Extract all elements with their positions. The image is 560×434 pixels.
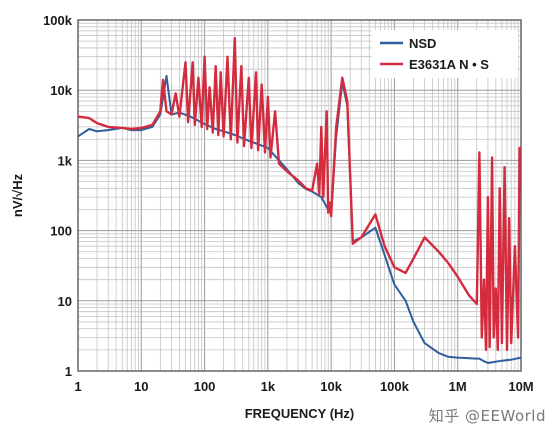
x-tick-label: 10M: [508, 379, 533, 394]
x-tick-label: 100k: [380, 379, 410, 394]
grid: [77, 20, 521, 372]
watermark: 知乎 @EEWorld: [428, 407, 546, 425]
legend-background: [372, 30, 518, 78]
y-tick-label: 10k: [50, 83, 72, 98]
x-axis-ticks: 1 10 100 1k 10k 100k 1M 10M: [74, 379, 533, 394]
legend-label-e3631a: E3631A N • S: [409, 57, 489, 72]
series-line-e3631a: [77, 37, 521, 352]
x-axis-label: FREQUENCY (Hz): [245, 406, 355, 421]
legend: NSD E3631A N • S: [372, 30, 518, 78]
y-tick-label: 100: [50, 224, 72, 239]
y-axis-ticks: 1 10 100 1k 10k 100k: [43, 13, 73, 379]
plot-area-border: [77, 19, 522, 372]
y-axis-label: nV/√Hz: [10, 173, 25, 217]
x-tick-label: 1: [74, 379, 81, 394]
x-tick-label: 10: [134, 379, 148, 394]
y-tick-label: 100k: [43, 13, 73, 28]
y-tick-label: 10: [58, 294, 72, 309]
x-tick-label: 100: [194, 379, 216, 394]
x-tick-label: 10k: [320, 379, 342, 394]
series-layer: [77, 37, 522, 364]
y-tick-label: 1: [65, 364, 72, 379]
y-tick-label: 1k: [58, 153, 73, 168]
x-tick-label: 1k: [261, 379, 276, 394]
x-tick-label: 1M: [449, 379, 467, 394]
legend-label-nsd: NSD: [409, 36, 436, 51]
